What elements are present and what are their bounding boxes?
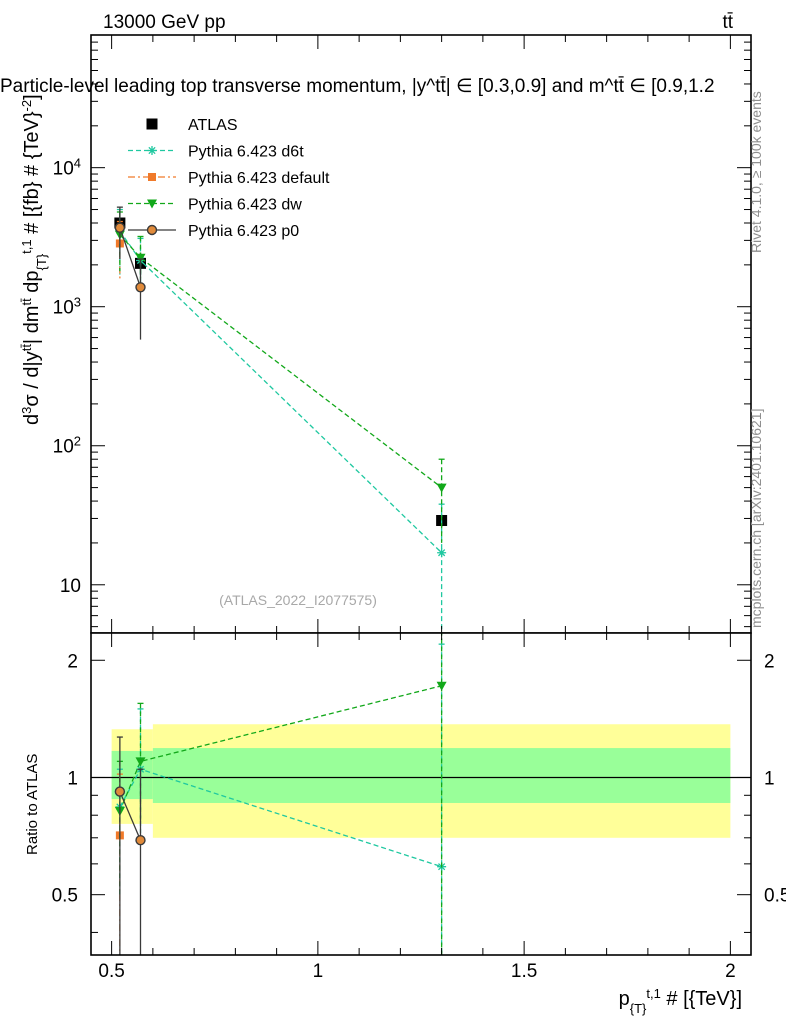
main-y-tick-label: 102	[53, 433, 81, 458]
main-point-d6t	[437, 548, 447, 558]
x-axis-label: p{T}t,1 # [{TeV}]	[619, 986, 742, 1016]
x-axis-label-text: p{T}t,1 # [{TeV}]	[619, 986, 742, 1016]
legend-label-d6t: Pythia 6.423 d6t	[188, 144, 304, 161]
main-point-dw	[135, 253, 146, 263]
ratio-y-tick-label-right: 2	[764, 651, 775, 672]
ratio-line-dw	[119, 685, 442, 812]
legend-label-default: Pythia 6.423 default	[188, 170, 330, 187]
ratio-y-tick-label-left: 1	[67, 768, 78, 789]
mcplots-label: mcplots.cern.ch [arXiv:2401.10621]	[748, 409, 764, 628]
energy-label: 13000 GeV pp	[103, 12, 226, 33]
main-axes: 10 102 103 104	[53, 34, 752, 634]
main-line-p0	[119, 227, 142, 288]
main-series-layer	[114, 206, 448, 633]
analysis-watermark: (ATLAS_2022_I2077575)	[219, 592, 377, 608]
legend-entry-dw: Pythia 6.423 dw	[128, 197, 302, 214]
ratio-x-tick-label: 1	[313, 961, 324, 982]
legend-marker-dw	[147, 199, 157, 209]
main-point-p0	[114, 222, 126, 233]
legend-marker-atlas	[146, 118, 158, 130]
ratio-uncertainty-bands	[91, 633, 751, 955]
y-axis-label-ratio: Ratio to ATLAS	[24, 754, 41, 855]
ratio-frame	[90, 632, 752, 956]
legend-marker-default	[148, 173, 156, 181]
ratio-point-dw	[135, 757, 146, 767]
legend-entry-atlas: ATLAS	[146, 117, 238, 134]
legend-label-p0: Pythia 6.423 p0	[188, 223, 299, 240]
main-point-p0	[135, 282, 146, 293]
legend-entry-p0: Pythia 6.423 p0	[128, 223, 299, 240]
ratio-line-p0	[119, 791, 142, 841]
ratio-point-dw	[436, 681, 447, 691]
rivet-version-label: Rivet 4.1.0, ≥ 100k events	[748, 91, 764, 253]
main-y-tick-label: 103	[53, 294, 81, 319]
ratio-y-tick-label-left: 0.5	[52, 886, 78, 907]
ratio-y-tick-label-right: 0.5	[764, 886, 786, 907]
ratio-x-tick-label: 2	[725, 961, 736, 982]
ratio-axes: 0.5 0.5 1 1 2 2 0.5 1 1.5 2	[52, 632, 786, 982]
ratio-y-tick-label-left: 2	[67, 651, 78, 672]
ratio-point-p0	[114, 786, 126, 797]
legend-entry-default: Pythia 6.423 default	[128, 170, 330, 187]
ratio-y-tick-label-right: 1	[764, 768, 775, 789]
ratio-point-p0	[135, 835, 146, 846]
legend-marker-p0	[146, 224, 158, 236]
legend-marker-d6t	[147, 146, 157, 155]
ratio-x-tick-label: 1.5	[511, 961, 537, 982]
main-series-p0	[114, 206, 146, 340]
legend-entry-d6t: Pythia 6.423 d6t	[128, 144, 304, 161]
main-line-dw	[119, 234, 443, 489]
main-y-tick-label: 104	[53, 155, 81, 180]
ratio-series-p0	[114, 736, 146, 955]
process-label: tt̄	[722, 12, 733, 33]
y-axis-label-text: d3σ / d|ytt̄| dmtt̄ dp{T}t,1 # [{fb} # {…	[19, 94, 49, 425]
legend: ATLAS Pythia 6.423 d6t Pythia 6.423 defaul…	[128, 117, 330, 240]
y-axis-label-main: d3σ / d|ytt̄| dmtt̄ dp{T}t,1 # [{fb} # {…	[19, 94, 49, 425]
main-point-dw	[436, 483, 447, 493]
ratio-series-layer	[114, 633, 447, 955]
legend-label-atlas: ATLAS	[188, 117, 238, 134]
legend-label-dw: Pythia 6.423 dw	[188, 197, 302, 214]
ratio-x-tick-label: 0.5	[98, 961, 124, 982]
main-y-tick-label: 10	[60, 576, 81, 597]
plot-title: Particle-level leading top transverse mo…	[0, 76, 715, 97]
